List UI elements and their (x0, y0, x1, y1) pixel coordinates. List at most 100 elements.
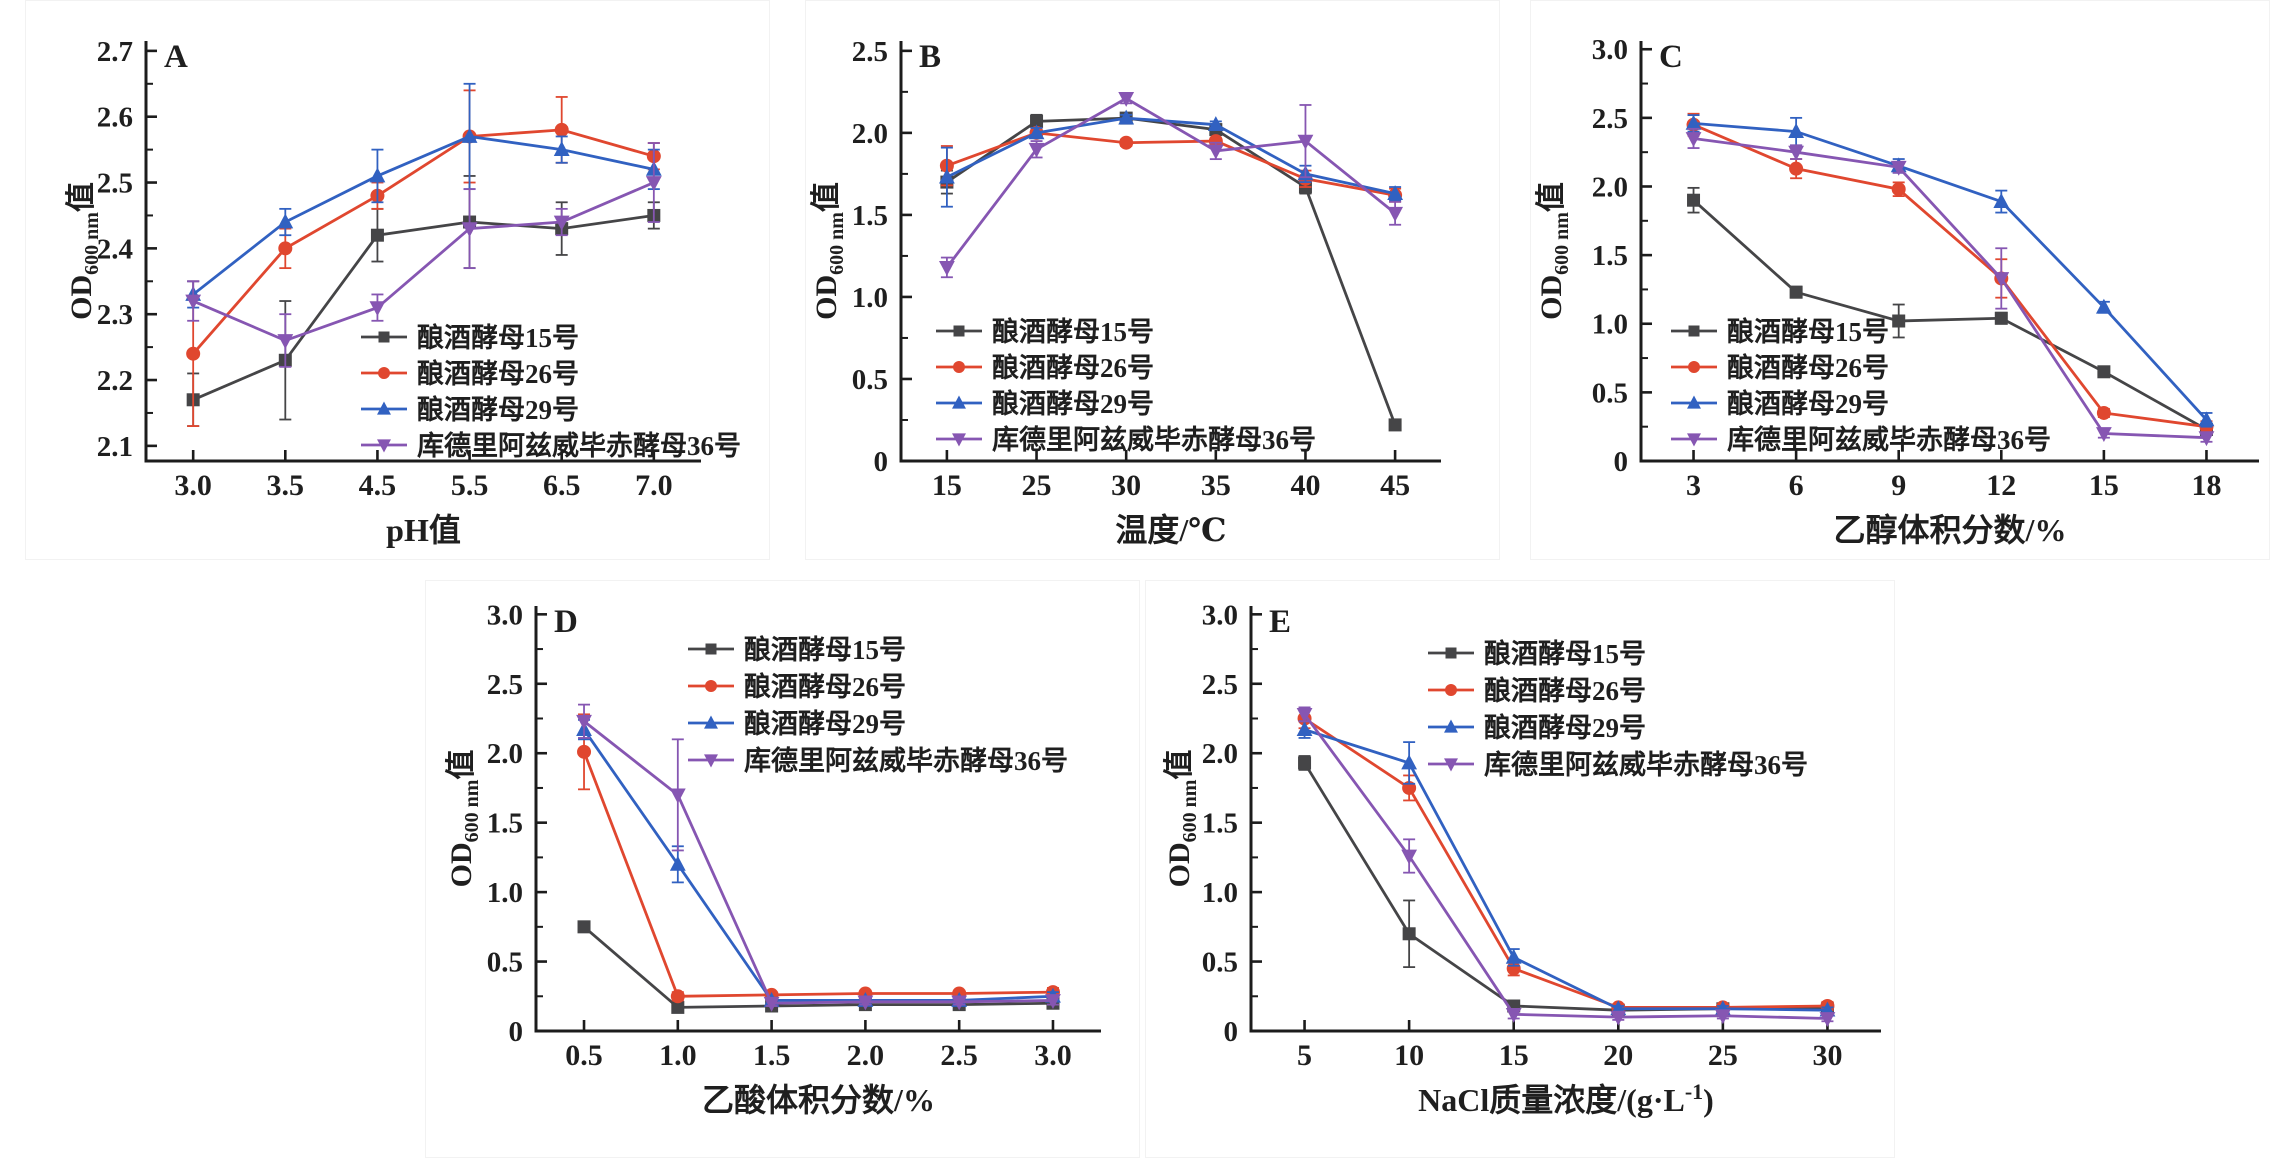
triangle-down-marker-icon (1401, 849, 1418, 865)
square-marker-icon (953, 325, 965, 337)
y-tick-label: 1.5 (1592, 240, 1628, 272)
legend-label: 酿酒酵母29号 (744, 708, 906, 739)
legend-label: 酿酒酵母26号 (1484, 675, 1646, 706)
series-line (192, 135, 655, 296)
x-tick-label: 1.5 (753, 1039, 791, 1072)
y-tick-label: 0 (874, 446, 889, 478)
x-tick-label: 45 (1380, 469, 1410, 502)
legend-label: 酿酒酵母15号 (417, 322, 579, 353)
series-line (1692, 199, 2208, 431)
series-line (1304, 728, 1828, 1012)
x-tick-label: 15 (932, 469, 962, 502)
chart-svg-d: 0 0.5 1.0 1.5 2.0 2.5 3.0 0.5 1.0 1.5 2.0 2.5 3.0 乙酸体… (445, 599, 1101, 1118)
legend-item-3: 库德里阿兹威毕赤酵母36号 (1671, 425, 2051, 455)
legend-item-1: 酿酒酵母26号 (1671, 352, 1889, 383)
y-tick-label: 2.5 (97, 168, 133, 200)
square-marker-icon (378, 331, 390, 343)
triangle-down-marker-icon (576, 714, 592, 730)
triangle-up-marker-icon (1993, 193, 2010, 208)
legend-item-2: 酿酒酵母29号 (1671, 388, 1889, 419)
y-tick-label: 1.5 (852, 200, 888, 232)
series-3 (185, 142, 662, 368)
triangle-down-marker-icon (1045, 994, 1061, 1009)
y-tick-label: 2.5 (487, 669, 523, 701)
x-tick-label: 3.5 (267, 469, 305, 502)
series-line (192, 128, 655, 355)
triangle-down-marker-icon (1296, 707, 1313, 723)
circle-marker-icon (705, 680, 717, 692)
legend-label: 酿酒酵母15号 (744, 634, 906, 665)
series-3 (1685, 127, 2215, 447)
y-tick-label: 0 (509, 1016, 524, 1048)
triangle-down-marker-icon (1207, 144, 1224, 160)
legend-item-0: 酿酒酵母15号 (1428, 638, 1646, 669)
y-axis-label: OD600 nm值 (1535, 182, 1573, 320)
y-tick-label: 0.5 (852, 364, 888, 396)
triangle-down-marker-icon (1387, 206, 1404, 222)
legend-item-2: 酿酒酵母29号 (361, 394, 579, 425)
series-1 (1686, 112, 2214, 434)
legend-item-1: 酿酒酵母26号 (688, 671, 906, 702)
y-tick-label: 2.4 (97, 233, 133, 265)
chart-panel-d: 0 0.5 1.0 1.5 2.0 2.5 3.0 0.5 1.0 1.5 2.0 2.5 3.0 乙酸体… (425, 580, 1140, 1158)
x-tick-label: 3 (1686, 469, 1701, 502)
triangle-down-marker-icon (1028, 142, 1045, 158)
legend-item-3: 库德里阿兹威毕赤酵母36号 (1428, 750, 1808, 780)
circle-marker-icon (1891, 182, 1906, 197)
triangle-down-marker-icon (938, 261, 955, 276)
x-tick-label: 40 (1290, 469, 1320, 502)
legend-label: 酿酒酵母29号 (417, 394, 579, 425)
series-0 (1298, 755, 1834, 1017)
x-tick-label: 30 (1111, 469, 1141, 502)
series-3 (938, 92, 1404, 279)
chart-panel-c: 0 0.5 1.0 1.5 2.0 2.5 3.0 3 6 9 12 15 18 乙醇体积分数/% OD60… (1530, 0, 2270, 560)
series-line (582, 751, 1053, 998)
legend-item-2: 酿酒酵母29号 (936, 388, 1154, 419)
y-tick-label: 2.6 (97, 102, 133, 134)
triangle-down-marker-icon (951, 995, 968, 1011)
triangle-up-marker-icon (1505, 948, 1522, 964)
y-tick-label: 0 (1614, 446, 1629, 478)
square-marker-icon (1789, 285, 1803, 299)
legend-label: 酿酒酵母26号 (744, 671, 906, 702)
y-axis-label: OD600 nm值 (810, 182, 848, 320)
x-tick-label: 2.0 (847, 1039, 885, 1072)
series-line (582, 728, 1054, 1002)
x-tick-label: 6 (1789, 469, 1804, 502)
y-tick-label: 1.0 (1592, 309, 1628, 341)
y-tick-label: 2.5 (1202, 669, 1238, 701)
panel-letter: E (1269, 604, 1291, 640)
axes (144, 41, 701, 463)
legend-label: 库德里阿兹威毕赤酵母36号 (992, 425, 1316, 455)
circle-marker-icon (1688, 361, 1700, 373)
chart-svg-c: 0 0.5 1.0 1.5 2.0 2.5 3.0 3 6 9 12 15 18 乙醇体积分数/% OD60… (1535, 34, 2259, 548)
circle-marker-icon (577, 744, 592, 759)
x-tick-label: 35 (1201, 469, 1231, 502)
legend-item-1: 酿酒酵母26号 (1428, 675, 1646, 706)
chart-svg-b: 0 0.5 1.0 1.5 2.0 2.5 15 25 30 35 40 45 温度/℃ OD600 nm… (810, 36, 1441, 548)
triangle-up-marker-icon (277, 213, 294, 229)
y-axis-label: OD600 nm值 (65, 182, 103, 320)
triangle-down-marker-icon (1444, 758, 1458, 772)
legend-label: 酿酒酵母26号 (1727, 352, 1889, 383)
legend-item-2: 酿酒酵母29号 (688, 708, 906, 739)
circle-marker-icon (1445, 684, 1457, 696)
series-0 (940, 111, 1402, 432)
triangle-down-marker-icon (1687, 433, 1701, 447)
axes (1249, 606, 1881, 1033)
circle-marker-icon (378, 367, 390, 379)
y-tick-label: 2.2 (97, 365, 133, 397)
panel-letter: D (554, 604, 578, 640)
triangle-up-marker-icon (553, 141, 570, 156)
y-tick-label: 2.3 (97, 299, 133, 331)
series-line (946, 131, 1396, 197)
square-marker-icon (2097, 365, 2111, 379)
triangle-up-marker-icon (2198, 411, 2215, 427)
series-3 (1296, 706, 1836, 1027)
triangle-down-marker-icon (1993, 272, 2010, 287)
legend-item-0: 酿酒酵母15号 (1671, 316, 1889, 347)
triangle-up-marker-icon (1118, 109, 1135, 125)
x-tick-label: 25 (1708, 1039, 1738, 1072)
y-tick-label: 0 (1224, 1016, 1239, 1048)
panel-letter: A (164, 39, 188, 75)
